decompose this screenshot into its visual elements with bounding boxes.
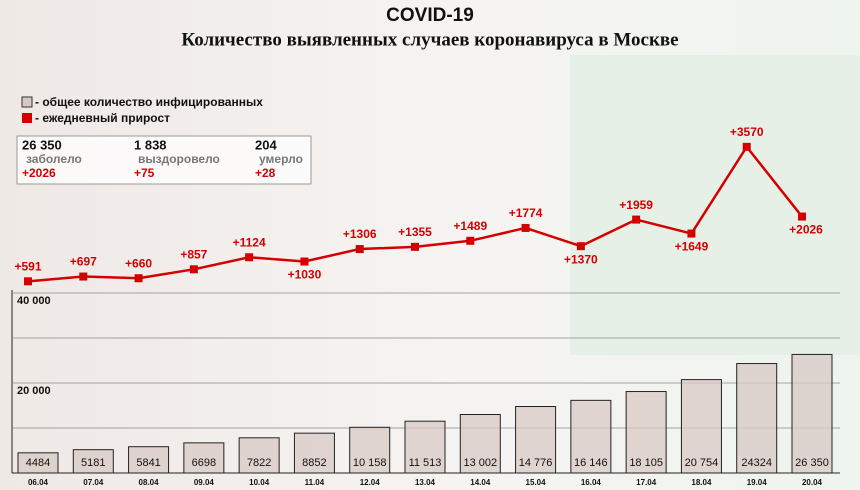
x-tick-label: 17.04	[636, 478, 657, 487]
bar-label: 10 158	[353, 457, 387, 469]
bar-label: 5181	[81, 457, 105, 469]
stat-change: +2026	[22, 166, 56, 180]
bar-label: 8852	[302, 457, 326, 469]
line-marker	[576, 242, 585, 251]
line-label: +1489	[453, 219, 487, 233]
line-label: +591	[14, 259, 41, 273]
bar-label: 18 105	[629, 457, 663, 469]
x-tick-label: 19.04	[747, 478, 768, 487]
stat-value: 204	[255, 137, 277, 152]
y-tick-label: 40 000	[17, 295, 51, 307]
line-label: +1774	[509, 206, 543, 220]
line-label: +697	[70, 255, 97, 269]
line-marker	[466, 236, 475, 245]
line-label: +857	[180, 247, 207, 261]
stat-value: 26 350	[22, 137, 62, 152]
bar-label: 6698	[192, 457, 216, 469]
line-marker	[632, 215, 641, 224]
bar	[625, 391, 667, 474]
bar	[17, 452, 59, 474]
line-marker	[411, 242, 419, 251]
bar-label: 13 002	[463, 457, 497, 469]
bar	[736, 363, 778, 474]
line-label: +1959	[619, 198, 653, 212]
stat-change: +75	[134, 166, 155, 180]
line-marker	[687, 229, 696, 238]
x-tick-label: 12.04	[360, 478, 381, 487]
chart-title: COVID-19	[386, 5, 474, 26]
bar-label: 14 776	[519, 457, 553, 469]
line-label: +1370	[564, 252, 598, 266]
x-tick-label: 08.04	[139, 478, 160, 487]
stats-box	[16, 135, 312, 185]
bar	[183, 442, 225, 474]
bar	[404, 420, 446, 474]
legend-label: - общее количество инфицированных	[35, 95, 263, 109]
chart-subtitle: Количество выявленных случаев коронавиру…	[181, 29, 678, 50]
line-label: +1030	[288, 268, 322, 282]
line-marker	[355, 245, 364, 254]
line-marker	[79, 272, 88, 281]
x-tick-label: 10.04	[249, 478, 270, 487]
bar	[349, 426, 391, 474]
line-label: +660	[125, 256, 152, 270]
line-marker	[245, 253, 254, 262]
bar-label: 7822	[247, 457, 271, 469]
bar-label: 20 754	[685, 457, 719, 469]
x-tick-label: 11.04	[305, 478, 325, 487]
x-tick-label: 13.04	[415, 478, 436, 487]
bar	[238, 437, 280, 474]
stat-label: умерло	[259, 152, 303, 166]
bar-label: 11 513	[409, 457, 442, 469]
line-marker	[134, 274, 143, 283]
bar-label: 16 146	[574, 457, 608, 469]
line-marker	[798, 212, 806, 221]
x-tick-label: 20.04	[802, 478, 823, 487]
y-tick-label: 20 000	[17, 385, 51, 397]
legend-swatch	[22, 113, 32, 123]
legend-label: - ежедневный прирост	[35, 111, 170, 125]
line-marker	[24, 277, 32, 286]
line-label: +3570	[730, 125, 764, 139]
bar	[680, 379, 722, 474]
stat-label: выздоровело	[138, 152, 220, 166]
line-marker	[742, 142, 751, 151]
bar	[515, 406, 557, 474]
bar-label: 26 350	[795, 457, 829, 469]
legend-swatch	[21, 96, 33, 108]
bar	[293, 432, 335, 474]
x-tick-label: 07.04	[83, 478, 104, 487]
x-tick-label: 06.04	[28, 478, 49, 487]
stat-value: 1 838	[134, 137, 167, 152]
line-label: +1306	[343, 227, 377, 241]
x-tick-label: 09.04	[194, 478, 215, 487]
line-marker	[300, 257, 309, 266]
bar	[570, 399, 612, 474]
line-marker	[521, 223, 530, 232]
stat-label: заболело	[26, 152, 82, 166]
x-tick-label: 16.04	[581, 478, 602, 487]
bar	[128, 446, 170, 474]
bar	[791, 353, 833, 474]
line-label: +1355	[398, 225, 432, 239]
bar	[72, 449, 114, 474]
line-label: +1124	[233, 235, 266, 249]
bar-label: 5841	[136, 457, 160, 469]
line-label: +2026	[789, 223, 823, 237]
x-tick-label: 18.04	[691, 478, 712, 487]
x-tick-label: 14.04	[470, 478, 491, 487]
bar-label: 4484	[26, 457, 50, 469]
bar	[459, 413, 501, 474]
line-label: +1649	[675, 240, 709, 254]
stat-change: +28	[255, 166, 276, 180]
screen-panel	[570, 55, 860, 355]
x-tick-label: 15.04	[526, 478, 547, 487]
bar-label: 24324	[741, 457, 772, 469]
line-marker	[189, 265, 198, 274]
